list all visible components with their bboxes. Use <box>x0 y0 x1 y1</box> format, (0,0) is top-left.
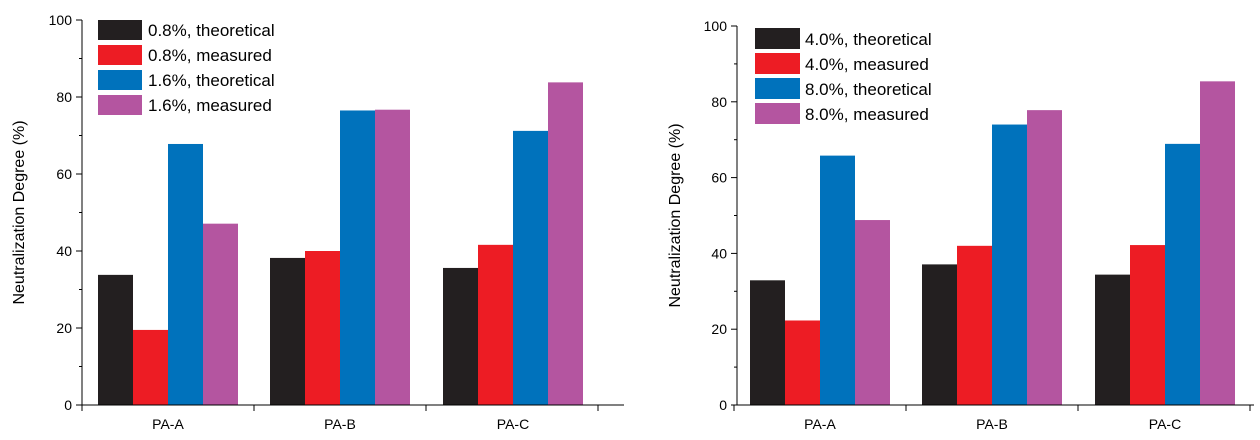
left-bar-pa-c-series-4 <box>548 82 583 406</box>
left-x-tick-label-pa-c: PA-C <box>497 416 529 432</box>
right-y-tick-label: 60 <box>711 170 727 186</box>
right-legend-label-1: 4.0%, theoretical <box>805 30 932 49</box>
right-bar-pa-c-series-3 <box>1165 143 1200 405</box>
left-x-tick-label-pa-b: PA-B <box>324 416 356 432</box>
left-bar-pa-c-series-2 <box>478 244 513 405</box>
right-y-tick-label: 100 <box>704 18 728 34</box>
left-bar-pa-b-series-3 <box>340 110 375 405</box>
right-bar-pa-a-series-3 <box>820 155 855 405</box>
chart-right: 0 20 40 60 80 100 PA-A PA-B PA-C Neutralization D… <box>630 0 1260 440</box>
right-y-tick-label: 40 <box>711 245 727 261</box>
right-x-tick-label-pa-b: PA-B <box>976 416 1008 432</box>
left-legend-swatch-4 <box>98 95 142 115</box>
chart-right-svg: 0 20 40 60 80 100 PA-A PA-B PA-C Neutralization D… <box>667 18 1254 432</box>
right-bar-pa-b-series-4 <box>1027 110 1062 405</box>
left-legend-label-4: 1.6%, measured <box>148 96 272 115</box>
right-legend-swatch-3 <box>755 78 800 99</box>
right-legend-label-4: 8.0%, measured <box>805 105 929 124</box>
left-bar-pa-a-series-4 <box>203 223 238 405</box>
left-bar-pa-c-series-1 <box>443 267 478 405</box>
right-x-tick-label-pa-c: PA-C <box>1149 416 1181 432</box>
left-legend-label-1: 0.8%, theoretical <box>148 21 275 40</box>
left-legend-swatch-1 <box>98 20 142 40</box>
left-bar-pa-b-series-1 <box>270 257 305 405</box>
left-bar-pa-a-series-2 <box>133 329 168 405</box>
left-x-tick-label-pa-a: PA-A <box>152 416 184 432</box>
left-bar-pa-b-series-2 <box>305 251 340 405</box>
right-y-tick-label: 20 <box>711 321 727 337</box>
right-legend-swatch-4 <box>755 103 800 124</box>
right-bar-pa-a-series-4 <box>855 220 890 405</box>
left-y-tick-label: 0 <box>64 397 72 413</box>
left-legend-label-2: 0.8%, measured <box>148 46 272 65</box>
left-y-tick-label: 20 <box>56 320 72 336</box>
left-y-tick-label: 80 <box>56 89 72 105</box>
right-legend-label-2: 4.0%, measured <box>805 55 929 74</box>
left-bar-pa-a-series-1 <box>98 274 133 405</box>
right-bar-pa-b-series-1 <box>922 264 957 405</box>
right-y-tick-label: 80 <box>711 94 727 110</box>
right-bar-pa-a-series-1 <box>750 280 785 405</box>
right-bar-pa-c-series-2 <box>1130 245 1165 405</box>
left-legend-label-3: 1.6%, theoretical <box>148 71 275 90</box>
right-x-tick-label-pa-a: PA-A <box>804 416 836 432</box>
left-y-tick-label: 100 <box>49 12 73 28</box>
right-y-axis-title: Neutralization Degree (%) <box>667 123 684 307</box>
right-legend-swatch-2 <box>755 53 800 74</box>
chart-left-svg: 0 20 40 60 80 100 PA-A PA-B PA-C Neutralization D… <box>11 12 624 432</box>
left-bar-pa-a-series-3 <box>168 143 203 405</box>
left-bar-pa-c-series-3 <box>513 130 548 405</box>
left-bar-pa-b-series-4 <box>375 109 410 405</box>
right-bar-pa-b-series-3 <box>992 124 1027 405</box>
right-legend-label-3: 8.0%, theoretical <box>805 80 932 99</box>
right-y-tick-label: 0 <box>719 397 727 413</box>
left-legend-swatch-2 <box>98 45 142 65</box>
left-legend-swatch-3 <box>98 70 142 90</box>
left-y-axis-title: Neutralization Degree (%) <box>11 120 28 304</box>
right-legend-swatch-1 <box>755 28 800 49</box>
right-bar-pa-b-series-2 <box>957 245 992 405</box>
right-bar-pa-c-series-1 <box>1095 274 1130 405</box>
left-y-tick-label: 60 <box>56 166 72 182</box>
left-y-tick-label: 40 <box>56 243 72 259</box>
right-bar-pa-c-series-4 <box>1200 81 1235 406</box>
right-bar-pa-a-series-2 <box>785 320 820 405</box>
chart-left: 0 20 40 60 80 100 PA-A PA-B PA-C Neutralization D… <box>11 12 624 432</box>
